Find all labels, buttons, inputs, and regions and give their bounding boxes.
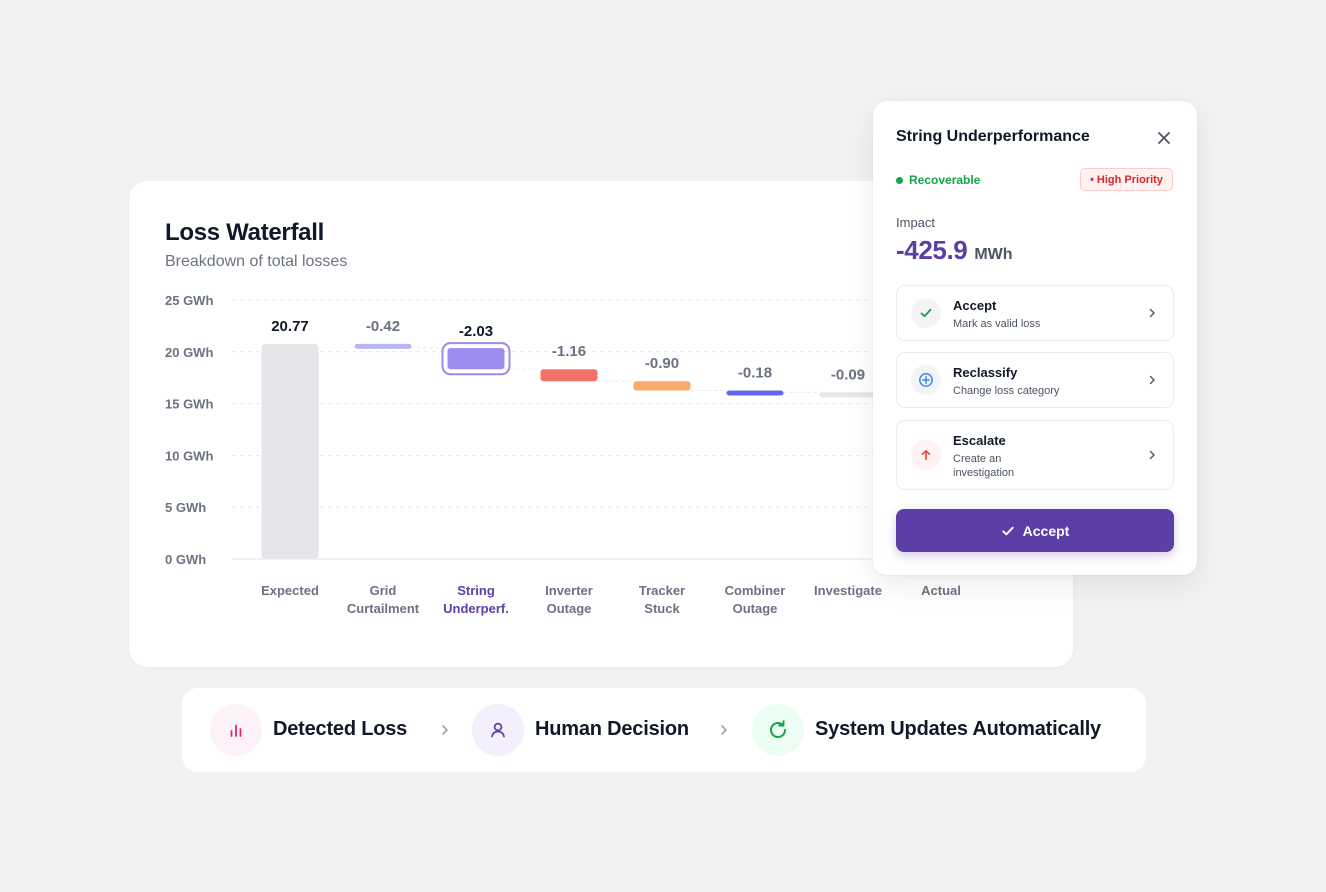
- panel-title: String Underperformance: [896, 128, 1090, 145]
- x-category-label: Grid: [370, 583, 397, 598]
- x-category-label: Stuck: [644, 601, 680, 616]
- refresh-icon: [752, 704, 804, 756]
- y-tick-label: 5 GWh: [165, 500, 206, 515]
- x-category-label: Outage: [733, 601, 778, 616]
- status-dot: [896, 176, 903, 184]
- chart-subtitle: Breakdown of total losses: [165, 253, 348, 270]
- status-indicator: Recoverable: [896, 173, 980, 187]
- chevron-right-icon: [1149, 375, 1155, 385]
- bar-value-label: -1.16: [552, 343, 586, 360]
- bar-value-label: -2.03: [459, 323, 493, 340]
- waterfall-bar: [819, 392, 877, 398]
- accept-button[interactable]: Accept: [896, 509, 1174, 552]
- escalate-action[interactable]: Escalate Create an investigation: [896, 420, 1174, 490]
- check-icon: [1002, 526, 1014, 535]
- waterfall-bar: [726, 390, 784, 396]
- impact-unit: MWh: [974, 246, 1013, 263]
- y-tick-label: 25 GWh: [165, 293, 213, 308]
- impact-value: -425.9: [896, 235, 968, 265]
- escalate-action-desc: Create an investigation: [953, 453, 1015, 479]
- y-tick-label: 0 GWh: [165, 552, 206, 567]
- reclassify-action-title: Reclassify: [953, 365, 1018, 380]
- user-icon: [472, 704, 524, 756]
- impact-label: Impact: [896, 215, 936, 230]
- accept-action-desc: Mark as valid loss: [953, 318, 1041, 330]
- plus-circle-icon: [911, 365, 941, 395]
- waterfall-bar: [261, 343, 319, 559]
- waterfall-chart: 25 GWh 20 GWh 15 GWh 10 GWh 5 GWh 0 GWh 20.77 E…: [165, 293, 1073, 616]
- x-category-label: Combiner: [725, 583, 786, 598]
- accept-action[interactable]: Accept Mark as valid loss: [896, 285, 1174, 341]
- x-category-label: Curtailment: [347, 601, 420, 616]
- bar-value-label: -0.42: [366, 318, 400, 335]
- accept-button-label: Accept: [1022, 522, 1070, 539]
- bar-chart-icon: [210, 704, 262, 756]
- escalate-action-title: Escalate: [953, 433, 1006, 448]
- chevron-right-icon: [721, 725, 727, 735]
- bar-value-label: -0.09: [831, 366, 865, 383]
- chevron-right-icon: [442, 725, 448, 735]
- waterfall-bar: [540, 369, 598, 382]
- waterfall-bar: [354, 343, 412, 349]
- y-tick-label: 10 GWh: [165, 448, 213, 463]
- reclassify-action-desc: Change loss category: [953, 385, 1060, 397]
- chart-title: Loss Waterfall: [165, 219, 324, 246]
- status-label: Recoverable: [909, 173, 981, 187]
- x-category-label: String: [457, 583, 495, 598]
- check-icon: [911, 298, 941, 328]
- x-category-label: Actual: [921, 583, 961, 598]
- impact-row: -425.9 MWh: [896, 235, 1013, 266]
- x-category-label: Investigate: [814, 583, 882, 598]
- reclassify-action[interactable]: Reclassify Change loss category: [896, 352, 1174, 408]
- x-category-label: Underperf.: [443, 601, 509, 616]
- accept-action-title: Accept: [953, 298, 997, 313]
- selected-bar-outline: [441, 342, 511, 376]
- bar-value-label: -0.90: [645, 355, 679, 372]
- waterfall-bar: [447, 348, 505, 370]
- workflow-bar: Detected Loss Human Decision System Upda…: [182, 688, 1146, 772]
- y-tick-label: 15 GWh: [165, 397, 213, 412]
- loss-detail-panel: String Underperformance Recoverable • Hi…: [873, 101, 1197, 575]
- x-category-label: Tracker: [639, 583, 685, 598]
- bar-value-label: 20.77: [271, 318, 309, 335]
- x-category-label: Inverter: [545, 583, 593, 598]
- flow-step-detected-loss: Detected Loss: [273, 718, 408, 740]
- flow-step-system-updates: System Updates Automatically: [815, 718, 1101, 740]
- waterfall-bar: [633, 381, 691, 391]
- chevron-right-icon: [1149, 308, 1155, 318]
- x-category-label: Expected: [261, 583, 319, 598]
- flow-step-human-decision: Human Decision: [535, 718, 689, 740]
- close-icon[interactable]: [1153, 127, 1175, 149]
- priority-badge: • High Priority: [1080, 168, 1173, 191]
- chevron-right-icon: [1149, 450, 1155, 460]
- arrow-up-icon: [911, 440, 941, 470]
- y-tick-label: 20 GWh: [165, 345, 213, 360]
- bar-value-label: -0.18: [738, 365, 772, 382]
- x-category-label: Outage: [547, 601, 592, 616]
